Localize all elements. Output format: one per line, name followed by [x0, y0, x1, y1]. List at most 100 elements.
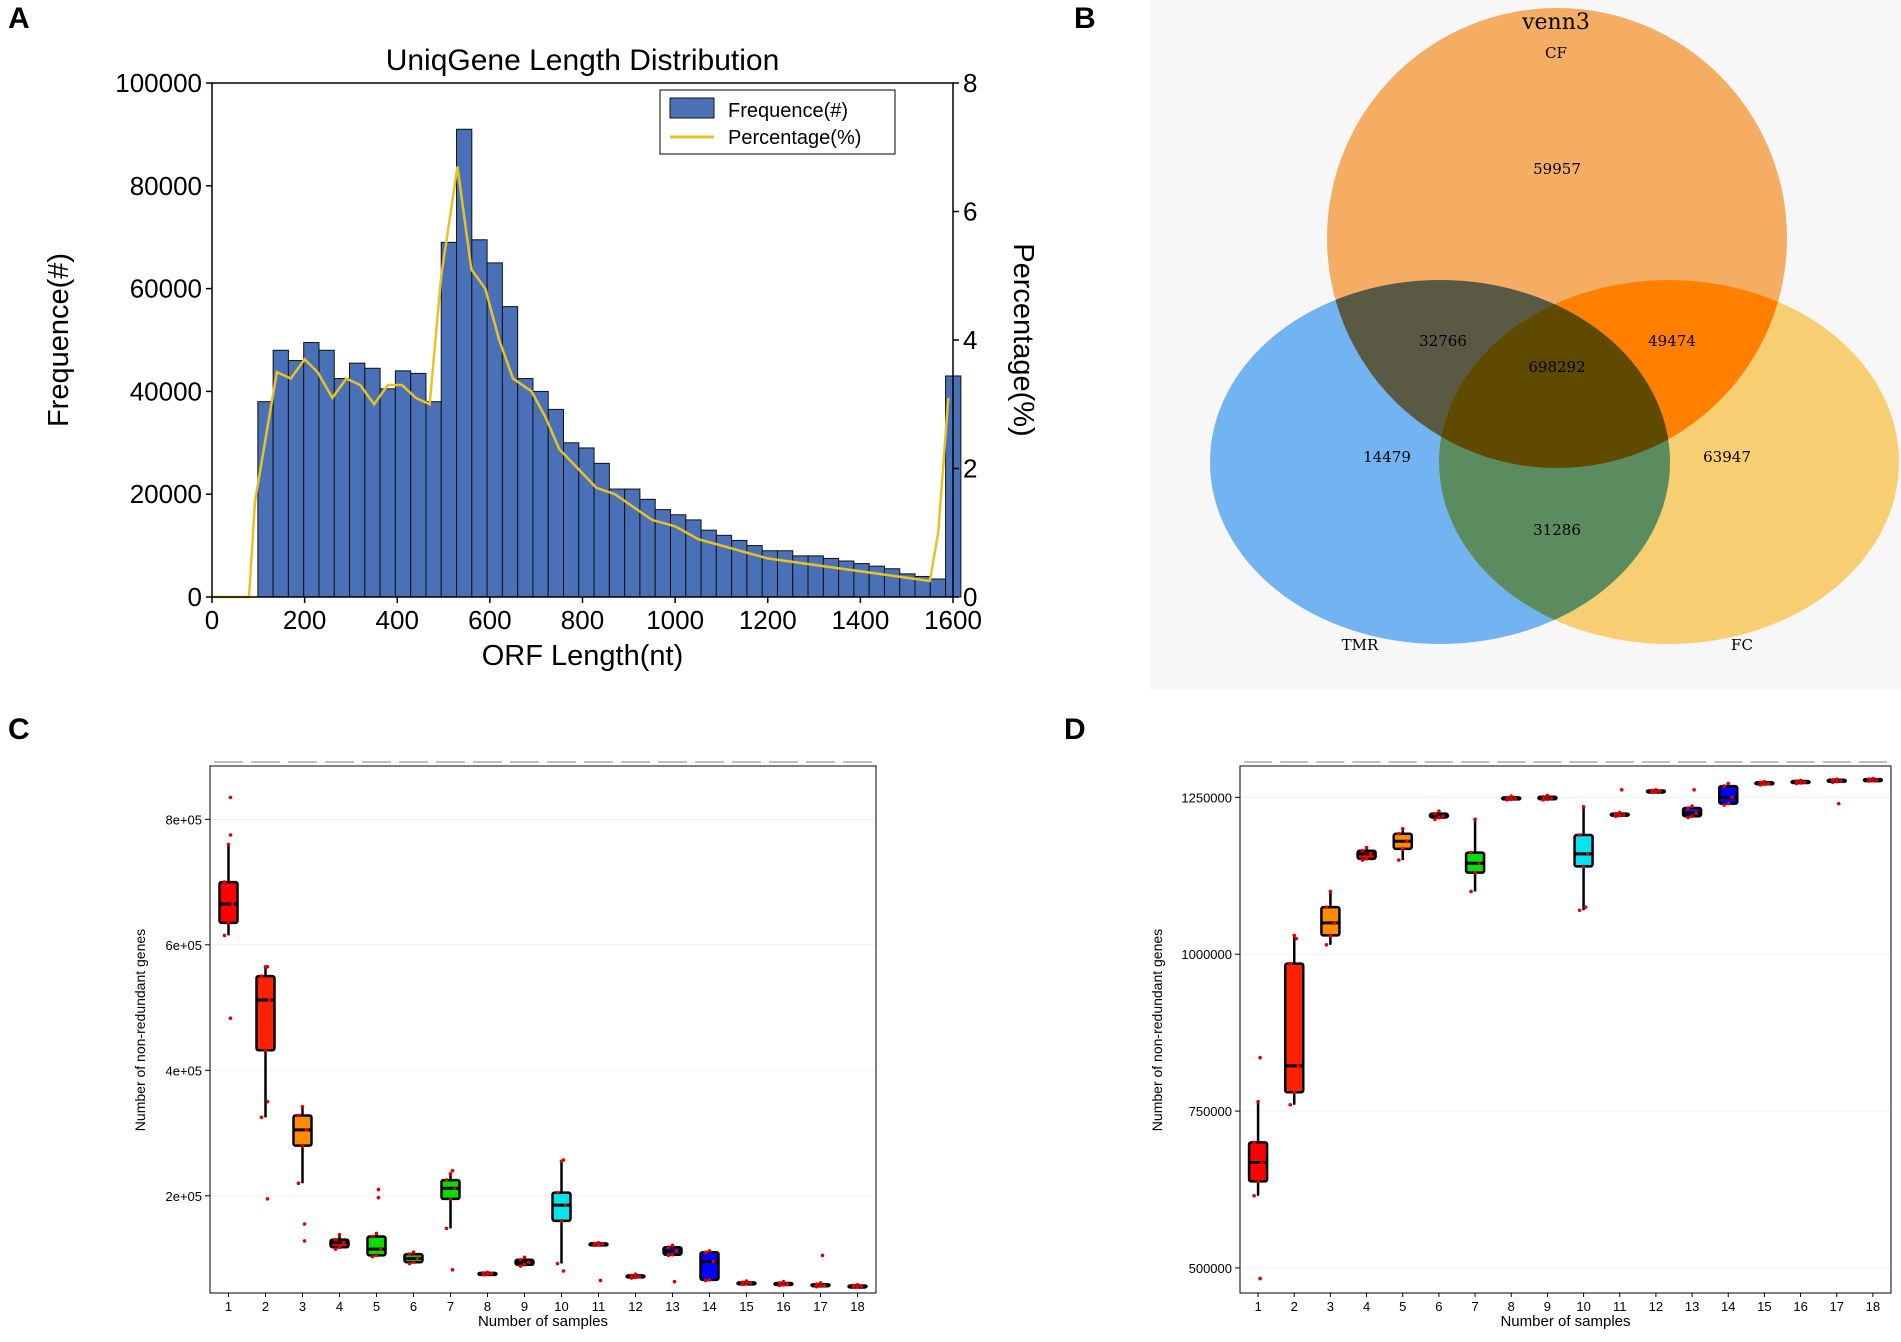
- sample-point: [1617, 810, 1622, 815]
- legend-label: Frequence(#): [728, 100, 848, 122]
- venn-region-value: 31286: [1533, 521, 1581, 539]
- sample-point: [1834, 777, 1839, 781]
- sample-point: [851, 1283, 856, 1288]
- sample-point: [666, 1253, 671, 1258]
- sample-point: [1477, 861, 1481, 866]
- sample-point: [818, 1284, 823, 1288]
- plot-frame: [1239, 765, 1892, 1294]
- sample-point: [1802, 780, 1807, 785]
- sample-point: [337, 1232, 342, 1237]
- x-tick-label: 14: [1721, 1299, 1735, 1314]
- sample-point: [448, 1197, 453, 1201]
- y2-tick-label: 0: [963, 582, 977, 612]
- sample-point: [1292, 933, 1297, 938]
- sample-point: [1794, 781, 1799, 786]
- x-tick-label: 7: [1471, 1299, 1478, 1314]
- y-tick-label: 6e+05: [165, 938, 202, 953]
- sample-point: [1437, 815, 1441, 820]
- sample-point: [777, 1281, 782, 1285]
- sample-point: [592, 1241, 597, 1246]
- sample-point: [859, 1284, 864, 1288]
- outlier-point: [228, 795, 233, 800]
- outlier-point: [265, 964, 270, 969]
- sample-point: [1324, 905, 1329, 909]
- venn-region-value: 63947: [1703, 448, 1751, 466]
- x-axis-label: ORF Length(nt): [482, 640, 683, 672]
- sample-point: [1834, 779, 1839, 784]
- sample-point: [296, 1181, 301, 1186]
- sample-point: [370, 1254, 375, 1259]
- venn-region-value: 32766: [1419, 332, 1467, 350]
- sample-point: [1296, 1064, 1301, 1068]
- sample-point: [1332, 921, 1337, 925]
- sample-point: [1722, 784, 1727, 788]
- outlier-point: [450, 1267, 455, 1272]
- sample-point: [637, 1274, 642, 1279]
- sample-point: [814, 1284, 819, 1289]
- x-tick-label: 400: [376, 605, 419, 635]
- x-tick-label: 11: [592, 1299, 606, 1314]
- sample-point: [333, 1237, 338, 1242]
- x-tick-label: 15: [1757, 1299, 1771, 1314]
- outlier-point: [820, 1253, 825, 1258]
- sample-point: [1433, 811, 1437, 816]
- sample-point: [222, 880, 227, 884]
- sample-point: [1360, 858, 1365, 862]
- x-tick-label: 800: [561, 605, 604, 635]
- sample-point: [1252, 1193, 1256, 1198]
- outlier-point: [598, 1278, 603, 1283]
- sample-point: [1469, 850, 1473, 855]
- sample-point: [444, 1226, 449, 1231]
- x-tick-label: 6: [1435, 1299, 1442, 1314]
- y-tick-label: 2e+05: [165, 1189, 202, 1204]
- x-tick-label: 17: [1830, 1299, 1844, 1314]
- sample-point: [674, 1249, 679, 1253]
- outlier-point: [1294, 936, 1299, 941]
- venn-label-cf: CF: [1545, 44, 1567, 62]
- sample-point: [300, 1104, 305, 1109]
- x-tick-label: 18: [850, 1299, 864, 1314]
- sample-point: [1722, 803, 1727, 807]
- outlier-point: [672, 1279, 677, 1284]
- sample-point: [1794, 779, 1799, 783]
- sample-point: [1762, 779, 1767, 784]
- legend-label: Percentage(%): [728, 127, 861, 149]
- sample-point: [1875, 778, 1879, 782]
- sample-point: [485, 1270, 490, 1275]
- box-body: [1320, 905, 1341, 937]
- x-tick-label: 3: [1327, 1299, 1334, 1314]
- sample-point: [1328, 933, 1333, 938]
- sample-point: [1613, 814, 1618, 818]
- sample-point: [222, 933, 227, 938]
- sample-point: [1762, 782, 1767, 786]
- venn-region-value: 698292: [1528, 358, 1585, 376]
- y2-axis-label: Percentage(%): [1007, 243, 1039, 436]
- sample-point: [1324, 943, 1329, 947]
- outlier-point: [1619, 788, 1624, 792]
- sample-point: [263, 1048, 268, 1053]
- sample-point: [1545, 793, 1550, 798]
- sample-point: [1541, 798, 1546, 802]
- sample-point: [230, 902, 235, 906]
- x-tick-label: 14: [702, 1299, 716, 1314]
- sample-point: [555, 1190, 560, 1195]
- y-tick-label: 1250000: [1181, 790, 1232, 805]
- outlier-point: [376, 1195, 381, 1200]
- sample-point: [1686, 815, 1690, 820]
- sample-point: [1360, 848, 1365, 853]
- sample-point: [744, 1281, 749, 1286]
- sample-point: [781, 1283, 786, 1287]
- y-tick-label: 1000000: [1181, 947, 1232, 962]
- sample-point: [300, 1143, 305, 1148]
- sample-point: [374, 1253, 379, 1258]
- sample-point: [304, 1128, 309, 1132]
- x-tick-label: 1400: [831, 605, 889, 635]
- sample-point: [1364, 845, 1369, 850]
- box-body: [1284, 962, 1305, 1094]
- sample-point: [1541, 794, 1546, 799]
- x-tick-label: 1000: [646, 605, 704, 635]
- box-body: [1718, 784, 1739, 805]
- sample-point: [1473, 817, 1477, 822]
- outlier-point: [1836, 801, 1841, 806]
- sample-point: [703, 1278, 708, 1283]
